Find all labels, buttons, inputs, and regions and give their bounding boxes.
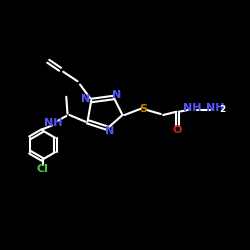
- Text: O: O: [173, 125, 182, 135]
- Text: 2: 2: [219, 106, 225, 114]
- Text: N: N: [106, 126, 114, 136]
- Text: NH: NH: [183, 103, 202, 113]
- Text: NH: NH: [206, 103, 224, 113]
- Text: N: N: [81, 94, 90, 104]
- Text: N: N: [112, 90, 121, 100]
- Text: S: S: [140, 104, 148, 114]
- Text: Cl: Cl: [36, 164, 48, 174]
- Text: NH: NH: [44, 118, 62, 128]
